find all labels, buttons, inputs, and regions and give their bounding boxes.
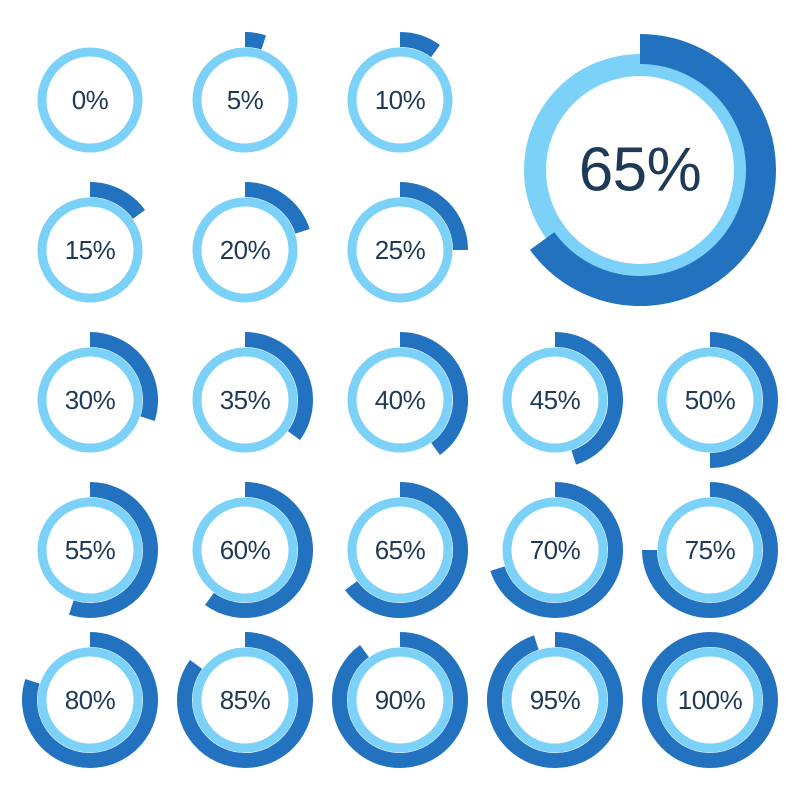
percent-label: 25% [375,235,426,265]
percent-ring-45: 45% [502,332,623,465]
percent-ring-80: 80% [22,632,158,768]
percent-label: 50% [685,385,736,415]
ring-progress-arc [490,482,623,618]
ring-progress-arc [205,482,313,618]
percent-ring-50: 50% [657,332,778,468]
ring-progress-arc [68,482,158,618]
ring-progress-arc [399,182,468,251]
percent-label: 65% [579,136,702,205]
percent-ring-55: 55% [37,482,158,618]
percent-label: 40% [375,385,426,415]
percent-label: 85% [220,685,271,715]
ring-track [192,47,298,153]
percent-label: 20% [220,235,271,265]
ring-track [192,347,298,453]
percent-ring-25: 25% [347,182,468,303]
percent-label: 30% [65,385,116,415]
percent-label: 35% [220,385,271,415]
ring-track [192,197,298,303]
ring-progress-arc [642,632,778,768]
ring-track [37,497,143,603]
ring-progress-arc [642,482,778,618]
percent-label: 90% [375,685,426,715]
percent-ring-95: 95% [487,632,623,768]
percent-ring-60: 60% [192,482,313,618]
ring-track [347,347,453,453]
percent-ring-10: 10% [347,32,453,153]
ring-track [502,647,608,753]
ring-progress-arc [399,32,440,58]
ring-progress-arc [22,632,158,768]
percent-label: 45% [530,385,581,415]
percent-label: 0% [72,85,109,115]
percent-label: 10% [375,85,426,115]
ring-progress-arc [244,32,267,50]
ring-track [657,347,763,453]
percent-label: 65% [375,535,426,565]
ring-progress-arc [399,332,468,456]
ring-track [502,497,608,603]
percent-ring-30: 30% [37,332,158,453]
ring-track [192,647,298,753]
percent-label: 60% [220,535,271,565]
ring-progress-arc [177,632,313,768]
percent-ring-65: 65% [344,482,468,618]
percent-label: 55% [65,535,116,565]
percent-ring-0: 0% [37,47,143,153]
ring-track [347,47,453,153]
percent-label: 100% [678,685,743,715]
ring-track [37,47,143,153]
percent-ring-100: 100% [642,632,778,768]
ring-track [37,347,143,453]
percent-ring-20: 20% [192,182,310,303]
percent-ring-70: 70% [490,482,623,618]
percent-ring-85: 85% [177,632,313,768]
ring-track [657,647,763,753]
ring-track [524,54,756,286]
ring-progress-arc [709,332,778,468]
percent-label: 15% [65,235,116,265]
ring-progress-arc [89,182,146,220]
ring-progress-arc [89,332,158,422]
percent-label: 5% [227,85,264,115]
percent-label: 70% [530,535,581,565]
ring-track [657,497,763,603]
ring-progress-arc [344,482,468,618]
ring-progress-arc [554,332,623,465]
ring-track [502,347,608,453]
ring-track [192,497,298,603]
percent-label: 95% [530,685,581,715]
percent-ring-75: 75% [642,482,778,618]
percent-ring-5: 5% [192,32,298,153]
percent-label: 80% [65,685,116,715]
ring-track [347,497,453,603]
ring-progress-arc [332,632,468,768]
percent-ring-90: 90% [332,632,468,768]
percent-ring-35: 35% [192,332,313,453]
percent-ring-40: 40% [347,332,468,456]
ring-track [347,647,453,753]
ring-track [347,197,453,303]
percent-label: 75% [685,535,736,565]
ring-progress-arc [244,182,310,234]
percent-ring-15: 15% [37,182,146,303]
ring-progress-arc [529,34,776,306]
ring-track [37,197,143,303]
ring-track [37,647,143,753]
large-percent-ring: 65% [524,34,776,306]
ring-progress-arc [487,632,623,768]
ring-progress-arc [244,332,313,440]
